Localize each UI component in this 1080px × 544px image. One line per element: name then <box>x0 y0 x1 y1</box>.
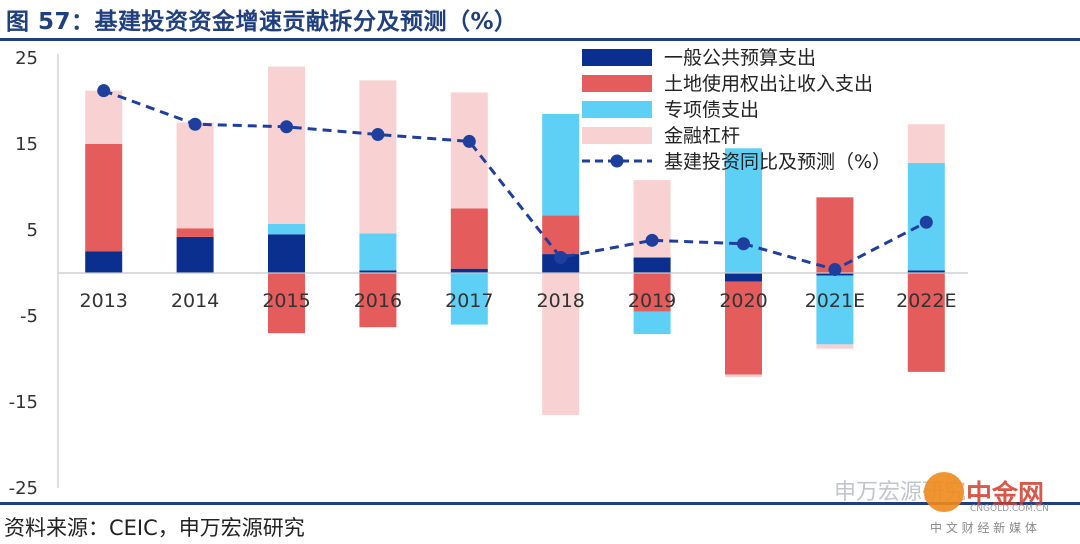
bar-segment-land-sales <box>633 273 671 312</box>
bar-segment-general-budget <box>725 273 762 282</box>
bar-segment-land-sales <box>725 281 762 375</box>
bar-segment-land-sales <box>85 144 123 252</box>
legend-swatch-general-budget <box>582 49 652 66</box>
watermark-logo-sub: CNGOLD.COM.CN <box>970 504 1049 514</box>
x-category-label: 2014 <box>171 290 219 312</box>
bar-segment-land-sales <box>359 273 397 328</box>
x-category-label: 2021E <box>805 290 865 312</box>
legend-swatch-special-bonds <box>582 101 652 118</box>
legend-swatch-land-sales <box>582 75 652 92</box>
legend-label: 土地使用权出让收入支出 <box>664 73 873 95</box>
line-point <box>645 233 659 247</box>
watermark-tagline: 中 文 财 经 新 媒 体 <box>930 521 1037 535</box>
legend-swatch-marker <box>610 154 624 168</box>
bar-segment-financial-leverage <box>907 124 945 163</box>
bar-segment-land-sales <box>816 197 854 273</box>
y-tick-label: -5 <box>20 306 38 327</box>
line-point <box>280 120 293 134</box>
bar-segment-financial-leverage <box>359 80 397 234</box>
bar-segment-special-bonds <box>725 148 762 273</box>
legend-label: 基建投资同比及预测（%） <box>664 151 891 173</box>
bar-segment-financial-leverage <box>85 90 123 144</box>
x-category-label: 2020 <box>719 290 767 312</box>
watermark-logo-icon <box>924 472 964 512</box>
bar-segment-general-budget <box>633 257 671 273</box>
title-divider <box>0 38 1080 41</box>
x-category-label: 2022E <box>896 290 956 312</box>
bar-segment-general-budget <box>907 270 945 273</box>
y-tick-label: 15 <box>15 134 38 155</box>
y-tick-label: 5 <box>27 220 38 241</box>
bar-segment-land-sales <box>268 273 305 334</box>
x-category-label: 2015 <box>262 290 310 312</box>
x-category-label: 2019 <box>628 290 676 312</box>
legend-label: 专项债支出 <box>664 99 759 121</box>
bar-segment-land-sales <box>176 228 214 237</box>
x-category-label: 2017 <box>445 290 493 312</box>
bar-segment-special-bonds <box>816 275 854 345</box>
line-point <box>97 84 111 98</box>
y-tick-label: 25 <box>15 48 38 69</box>
legend-label: 一般公共预算支出 <box>664 47 816 69</box>
x-category-label: 2018 <box>537 290 585 312</box>
legend-label: 金融杠杆 <box>664 125 740 147</box>
watermark-logo-text: 中金网 <box>966 480 1045 510</box>
chart-title: 图 57：基建投资资金增速贡献拆分及预测（%） <box>6 9 518 35</box>
bar-segment-general-budget <box>176 236 214 273</box>
line-point <box>737 237 750 251</box>
bar-segment-general-budget <box>450 268 488 273</box>
bar-segment-financial-leverage <box>176 122 214 229</box>
line-series-path <box>103 89 927 272</box>
line-point <box>919 215 933 229</box>
bar-segment-land-sales <box>542 215 580 255</box>
x-category-label: 2013 <box>80 290 128 312</box>
line-point <box>462 134 476 148</box>
bar-segment-general-budget <box>268 234 305 273</box>
bar-segment-general-budget <box>359 270 397 273</box>
x-category-label: 2016 <box>354 290 402 312</box>
bar-segment-land-sales <box>450 208 488 269</box>
footer-divider <box>0 502 1080 505</box>
bar-segment-general-budget <box>85 251 123 273</box>
source-note: 资料来源：CEIC，申万宏源研究 <box>4 516 305 540</box>
bar-segment-financial-leverage <box>268 66 305 224</box>
bar-segment-financial-leverage <box>816 344 854 349</box>
bar-segment-special-bonds <box>542 113 580 216</box>
line-point <box>188 117 202 131</box>
bar-segment-special-bonds <box>359 233 397 271</box>
bar-segment-financial-leverage <box>542 273 580 415</box>
y-tick-label: -25 <box>9 478 38 499</box>
bar-segment-special-bonds <box>633 311 671 335</box>
bar-segment-special-bonds <box>450 273 488 325</box>
bar-segment-land-sales <box>907 273 945 372</box>
line-point <box>828 263 842 277</box>
line-point <box>371 128 385 142</box>
y-tick-label: -15 <box>9 392 38 413</box>
bar-segment-special-bonds <box>268 223 305 235</box>
line-point <box>554 251 568 265</box>
bar-segment-financial-leverage <box>450 92 488 209</box>
bar-segment-financial-leverage <box>725 374 762 378</box>
legend-swatch-financial-leverage <box>582 127 652 144</box>
